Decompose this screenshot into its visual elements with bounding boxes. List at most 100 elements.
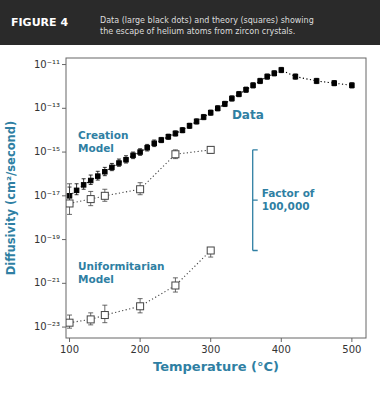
header-bar	[0, 0, 380, 45]
error-bar	[173, 278, 178, 292]
x-tick	[69, 338, 70, 342]
subtitle: Data (large black dots) and theory (squa…	[100, 16, 314, 36]
marker	[152, 141, 157, 146]
marker	[137, 186, 144, 193]
error-bar	[117, 159, 121, 166]
x-tick	[210, 338, 211, 342]
text-line: Data	[232, 107, 264, 121]
error-bar	[88, 191, 93, 205]
error-bar	[265, 74, 269, 79]
error-bar	[230, 96, 234, 101]
x-tick-label: 500	[342, 344, 361, 355]
series-line	[70, 251, 211, 323]
series-line	[70, 70, 352, 196]
error-bar	[202, 114, 206, 119]
error-bar	[124, 156, 128, 163]
error-bar	[67, 184, 72, 215]
marker	[124, 157, 129, 162]
marker	[251, 83, 256, 88]
y-tick	[62, 152, 66, 153]
marker	[293, 74, 298, 79]
error-bar	[332, 81, 336, 86]
marker	[66, 200, 73, 207]
error-bar	[75, 184, 79, 195]
marker	[131, 153, 136, 158]
x-tick-label: 100	[60, 344, 79, 355]
y-tick	[62, 283, 66, 284]
error-bar	[223, 101, 227, 106]
marker	[207, 247, 214, 254]
error-bar	[180, 128, 184, 133]
y-tick-label: 10⁻¹⁹	[34, 234, 60, 245]
y-tick-label: 10⁻¹³	[34, 102, 60, 113]
text-line: Factor of	[262, 187, 315, 199]
marker	[96, 174, 101, 179]
y-tick-label: 10⁻¹⁵	[34, 146, 60, 157]
error-bar	[152, 140, 156, 147]
marker	[110, 165, 115, 170]
error-bar	[166, 134, 170, 139]
x-tick-label: 200	[131, 344, 150, 355]
marker	[230, 96, 235, 101]
error-bar	[138, 183, 143, 195]
y-tick	[62, 239, 66, 240]
error-bar	[103, 167, 107, 175]
x-axis-label: Temperature (°C)	[153, 359, 279, 374]
annotation: Factor of100,000	[262, 187, 315, 212]
y-tick-label: 10⁻²¹	[34, 277, 60, 288]
y-tick	[62, 108, 66, 109]
marker	[172, 151, 179, 158]
error-bar	[110, 163, 114, 170]
marker	[145, 145, 150, 150]
text-line: the escape of helium atoms from zircon c…	[100, 27, 295, 36]
marker	[207, 146, 214, 153]
marker	[314, 79, 319, 84]
marker	[66, 319, 73, 326]
marker	[101, 312, 108, 319]
y-tick-label: 10⁻¹¹	[34, 59, 60, 70]
error-bar	[173, 150, 178, 159]
x-tick	[351, 338, 352, 342]
error-bar	[138, 299, 143, 313]
marker	[103, 169, 108, 174]
error-bar	[102, 305, 107, 322]
error-bar	[82, 179, 86, 189]
marker	[159, 138, 164, 143]
x-tick	[140, 338, 141, 342]
error-bar	[195, 119, 199, 124]
marker	[208, 110, 213, 115]
error-bar	[244, 87, 248, 92]
error-bar	[216, 106, 220, 111]
marker	[173, 131, 178, 136]
error-bar	[208, 147, 213, 154]
marker	[201, 115, 206, 120]
error-bar	[173, 131, 177, 136]
error-bar	[237, 91, 241, 96]
marker	[180, 128, 185, 133]
y-axis-label: Diffusivity (cm²/second)	[4, 121, 18, 276]
marker	[332, 81, 337, 86]
marker	[265, 74, 270, 79]
y-tick	[62, 195, 66, 196]
marker	[187, 124, 192, 129]
error-bar	[272, 71, 276, 76]
error-bar	[96, 171, 100, 180]
x-tick-label: 400	[272, 344, 291, 355]
error-bar	[67, 315, 72, 328]
error-bar	[350, 83, 354, 88]
error-bar	[209, 110, 213, 115]
error-bar	[131, 152, 135, 159]
y-tick-label: 10⁻²³	[34, 321, 60, 332]
x-tick	[281, 338, 282, 342]
marker	[138, 150, 143, 155]
marker	[172, 282, 179, 289]
marker	[117, 161, 122, 166]
error-bar	[279, 67, 283, 72]
error-bar	[293, 74, 297, 79]
error-bar	[251, 83, 255, 88]
error-bar	[138, 149, 142, 156]
series-line	[70, 150, 211, 204]
plot-frame	[66, 58, 366, 338]
error-bar	[258, 78, 262, 83]
marker	[258, 79, 263, 84]
